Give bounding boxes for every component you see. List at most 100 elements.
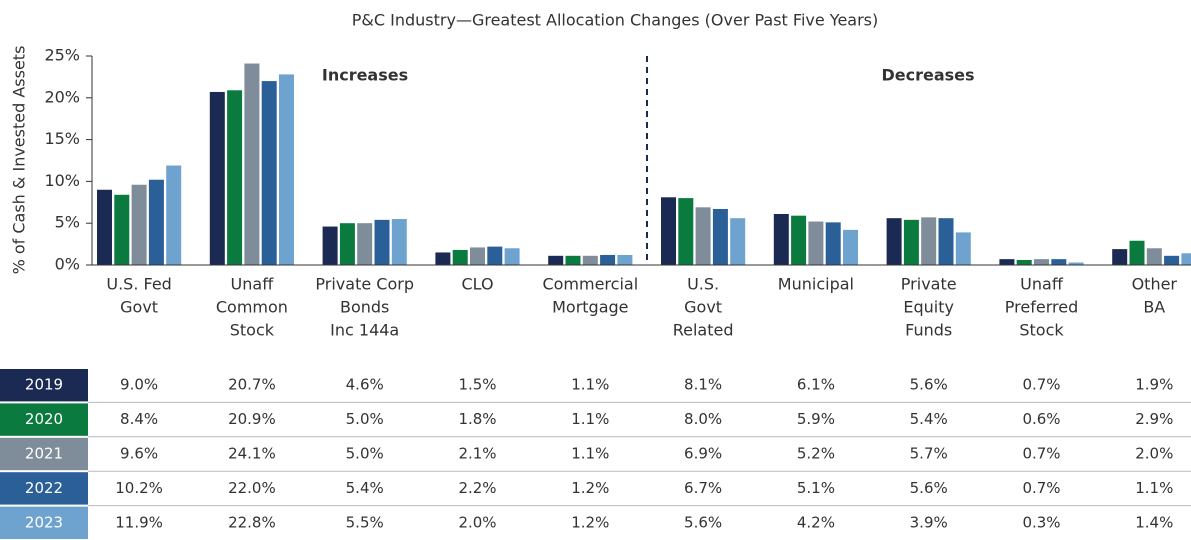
bar — [808, 221, 824, 265]
bar — [921, 217, 937, 265]
bar — [148, 179, 164, 265]
table-cell: 20.7% — [228, 376, 276, 394]
table-cell: 9.0% — [120, 376, 158, 394]
x-tick-label: Bonds — [340, 298, 389, 317]
bar — [166, 165, 182, 265]
table-cell: 1.9% — [1135, 376, 1173, 394]
y-tick-label: 15% — [44, 129, 80, 148]
y-tick-label: 25% — [44, 46, 80, 65]
table-cell: 24.1% — [228, 445, 276, 463]
table-cell: 6.9% — [684, 445, 722, 463]
table-cell: 2.9% — [1135, 410, 1173, 428]
bar — [470, 247, 485, 265]
bar — [322, 226, 338, 265]
bar — [825, 222, 841, 265]
bar — [730, 218, 746, 265]
bar — [1068, 262, 1084, 265]
bar — [938, 218, 954, 265]
chart-title: P&C Industry—Greatest Allocation Changes… — [352, 11, 879, 30]
table-cell: 8.4% — [120, 410, 158, 428]
table-cell: 1.1% — [571, 376, 609, 394]
row-header-label: 2022 — [25, 479, 63, 497]
x-tick-label: U.S. — [687, 275, 719, 294]
x-tick-label: Municipal — [778, 275, 854, 294]
row-header-label: 2021 — [25, 445, 63, 463]
table-cell: 4.6% — [346, 376, 384, 394]
y-tick-label: 5% — [55, 213, 80, 232]
table-cell: 5.6% — [910, 376, 948, 394]
bar — [261, 81, 277, 265]
bar — [843, 229, 858, 265]
table-cell: 5.4% — [910, 410, 948, 428]
x-tick-label: Inc 144a — [330, 321, 399, 340]
bar — [339, 223, 355, 265]
y-axis-label: % of Cash & Invested Assets — [10, 46, 29, 275]
bar — [244, 63, 260, 265]
table-cell: 5.4% — [346, 479, 384, 497]
x-tick-label: CLO — [461, 275, 493, 294]
x-tick-label: Related — [673, 321, 734, 340]
bar — [1034, 259, 1049, 265]
table-cell: 1.1% — [571, 410, 609, 428]
bar — [1129, 240, 1145, 265]
y-tick-label: 20% — [44, 87, 80, 106]
row-header — [0, 437, 88, 471]
y-tick-label: 0% — [55, 255, 80, 274]
table-cell: 5.6% — [684, 513, 722, 531]
row-header — [0, 403, 88, 436]
x-tick-label: Stock — [1019, 321, 1064, 340]
table-cell: 1.8% — [458, 410, 496, 428]
bar — [903, 219, 919, 265]
bar — [695, 207, 711, 265]
bar — [548, 255, 564, 265]
table-cell: 5.1% — [797, 479, 835, 497]
bar — [955, 232, 971, 265]
x-tick-label: Private Corp — [315, 275, 414, 294]
bar — [504, 248, 520, 265]
bar — [209, 91, 225, 265]
table-cell: 22.0% — [228, 479, 276, 497]
row-header — [0, 369, 88, 402]
bar — [227, 90, 243, 265]
table-cell: 2.2% — [458, 479, 496, 497]
bar — [97, 189, 112, 265]
bar — [487, 246, 503, 265]
table-cell: 4.2% — [797, 513, 835, 531]
table-cell: 5.5% — [346, 513, 384, 531]
table-cell: 6.7% — [684, 479, 722, 497]
table-cell: 1.1% — [571, 445, 609, 463]
x-tick-label: Funds — [905, 321, 952, 340]
bar — [374, 219, 390, 265]
x-tick-label: Stock — [230, 321, 275, 340]
bar — [791, 215, 807, 265]
table-cell: 8.0% — [684, 410, 722, 428]
bar — [131, 184, 147, 265]
bar — [617, 254, 633, 265]
x-tick-label: U.S. Fed — [106, 275, 171, 294]
bar — [582, 255, 598, 265]
table-cell: 0.3% — [1022, 513, 1060, 531]
bar — [565, 255, 581, 265]
bar — [114, 194, 130, 265]
row-header — [0, 472, 88, 505]
annotation: Decreases — [881, 66, 974, 85]
bar — [1112, 249, 1128, 265]
table-cell: 5.7% — [910, 445, 948, 463]
x-tick-label: Mortgage — [552, 298, 628, 317]
table-cell: 2.0% — [458, 513, 496, 531]
bar — [661, 197, 676, 265]
row-header — [0, 506, 88, 539]
bar — [1164, 255, 1180, 265]
bar — [1181, 253, 1191, 265]
table-cell: 0.6% — [1022, 410, 1060, 428]
x-tick-label: Unaff — [1020, 275, 1064, 294]
bar — [279, 74, 294, 265]
x-tick-label: Preferred — [1005, 298, 1078, 317]
x-tick-label: Govt — [684, 298, 722, 317]
y-tick-label: 10% — [44, 171, 80, 190]
bar — [452, 249, 468, 265]
table-cell: 2.1% — [458, 445, 496, 463]
x-tick-label: Commercial — [542, 275, 638, 294]
table-cell: 1.2% — [571, 479, 609, 497]
